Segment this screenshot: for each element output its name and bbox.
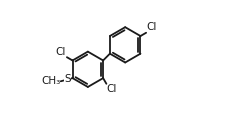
Text: S: S [64, 74, 71, 85]
Text: Cl: Cl [146, 22, 156, 32]
Text: CH₃: CH₃ [41, 76, 60, 86]
Text: Cl: Cl [106, 84, 117, 94]
Text: Cl: Cl [56, 46, 66, 56]
